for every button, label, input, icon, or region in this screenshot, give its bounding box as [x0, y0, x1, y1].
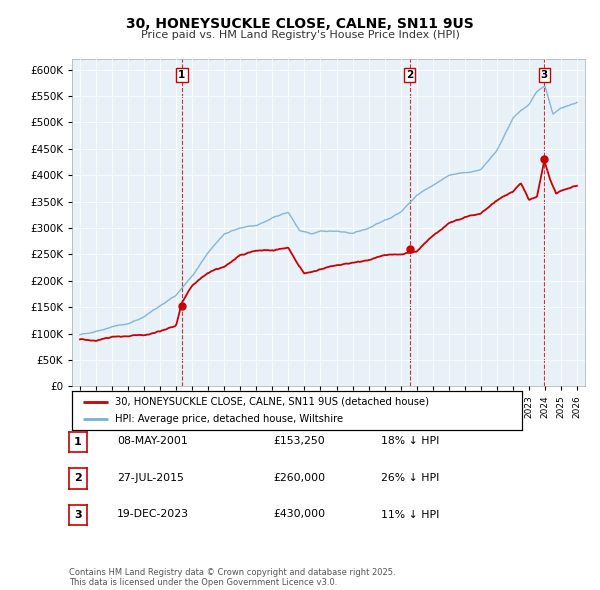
Text: 27-JUL-2015: 27-JUL-2015: [117, 473, 184, 483]
Text: 2: 2: [406, 70, 413, 80]
Text: 11% ↓ HPI: 11% ↓ HPI: [381, 510, 439, 519]
Text: 3: 3: [541, 70, 548, 80]
Text: £430,000: £430,000: [273, 510, 325, 519]
Text: £260,000: £260,000: [273, 473, 325, 483]
Text: 2: 2: [74, 474, 82, 483]
Text: 1: 1: [178, 70, 185, 80]
Text: 30, HONEYSUCKLE CLOSE, CALNE, SN11 9US (detached house): 30, HONEYSUCKLE CLOSE, CALNE, SN11 9US (…: [115, 396, 429, 407]
Text: £153,250: £153,250: [273, 437, 325, 446]
Text: 08-MAY-2001: 08-MAY-2001: [117, 437, 188, 446]
Text: 30, HONEYSUCKLE CLOSE, CALNE, SN11 9US: 30, HONEYSUCKLE CLOSE, CALNE, SN11 9US: [126, 17, 474, 31]
Text: 26% ↓ HPI: 26% ↓ HPI: [381, 473, 439, 483]
Text: 18% ↓ HPI: 18% ↓ HPI: [381, 437, 439, 446]
Text: Contains HM Land Registry data © Crown copyright and database right 2025.
This d: Contains HM Land Registry data © Crown c…: [69, 568, 395, 587]
Text: Price paid vs. HM Land Registry's House Price Index (HPI): Price paid vs. HM Land Registry's House …: [140, 30, 460, 40]
Text: HPI: Average price, detached house, Wiltshire: HPI: Average price, detached house, Wilt…: [115, 414, 343, 424]
Text: 3: 3: [74, 510, 82, 520]
Text: 1: 1: [74, 437, 82, 447]
Text: 19-DEC-2023: 19-DEC-2023: [117, 510, 189, 519]
